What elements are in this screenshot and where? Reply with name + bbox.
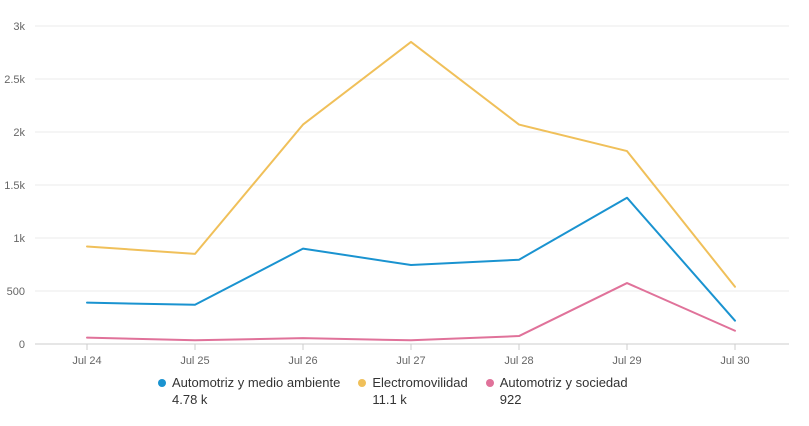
y-tick-label: 1.5k [4,180,25,192]
x-axis-tick-labels: Jul 24 Jul 25 Jul 26 Jul 27 Jul 28 Jul 29 Jul … [72,355,749,367]
legend-item-electromovilidad[interactable]: Electromovilidad 11.1 k [358,375,468,409]
legend-dot-icon [358,379,367,387]
y-axis-tick-labels: 0 500 1k 1.5k 2k 2.5k 3k [4,21,25,351]
legend-label: Automotriz y medio ambiente [172,375,341,390]
legend-label: Electromovilidad [372,375,468,390]
x-tick-label: Jul 26 [288,355,317,367]
x-tick-label: Jul 24 [72,355,101,367]
series-line-1 [86,40,736,288]
y-tick-label: 500 [7,286,25,298]
series-line-0 [86,196,736,322]
y-tick-label: 2.5k [4,74,25,86]
legend-total: 4.78 k [172,392,208,407]
legend-total: 922 [499,392,522,407]
legend-item-automotriz-medio-ambiente[interactable]: Automotriz y medio ambiente 4.78 k [158,375,340,409]
legend: Automotriz y medio ambiente 4.78 k Elect… [158,375,646,409]
legend-total: 11.1 k [372,392,407,407]
grid-lines [35,25,789,292]
y-tick-label: 3k [13,21,25,33]
y-tick-label: 1k [13,233,25,245]
x-axis [35,343,789,350]
x-tick-label: Jul 29 [612,355,641,367]
x-tick-label: Jul 30 [720,355,749,367]
legend-dot-icon [485,379,494,387]
y-tick-label: 2k [13,127,25,139]
legend-label: Automotriz y sociedad [499,375,628,390]
x-tick-label: Jul 25 [180,355,209,367]
series-line-2 [86,282,736,342]
legend-item-automotriz-sociedad[interactable]: Automotriz y sociedad 922 [485,375,628,409]
x-tick-label: Jul 28 [504,355,533,367]
legend-dot-icon [158,379,166,387]
y-tick-label: 0 [19,339,25,351]
series-lines [86,40,736,342]
x-tick-label: Jul 27 [396,355,425,367]
